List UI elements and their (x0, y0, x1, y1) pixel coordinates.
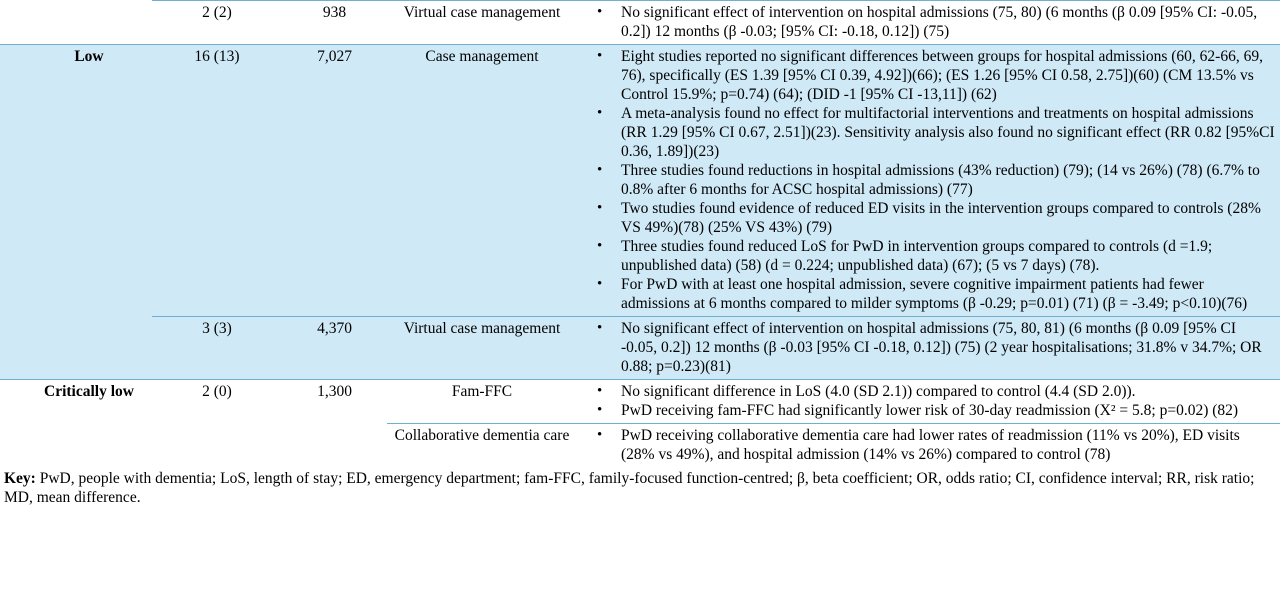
table-row: 3 (3) 4,370 Virtual case management No s… (0, 316, 1280, 380)
evidence-table: 2 (2) 938 Virtual case management No sig… (0, 0, 1280, 467)
intervention-cell: Case management (387, 44, 577, 317)
studies-cell: 16 (13) (152, 44, 282, 317)
findings-cell: No significant effect of intervention on… (577, 0, 1280, 45)
participants-cell (282, 424, 387, 468)
findings-list: PwD receiving collaborative dementia car… (581, 426, 1276, 464)
intervention-cell: Fam-FFC (387, 379, 577, 424)
findings-list: No significant difference in LoS (4.0 (S… (581, 382, 1276, 420)
studies-cell: 2 (0) (152, 379, 282, 424)
finding-item: Three studies found reductions in hospit… (581, 161, 1276, 199)
studies-cell: 3 (3) (152, 316, 282, 380)
finding-item: Two studies found evidence of reduced ED… (581, 199, 1276, 237)
key-label: Key: (4, 470, 36, 487)
finding-item: No significant effect of intervention on… (581, 3, 1276, 41)
intervention-cell: Virtual case management (387, 0, 577, 45)
studies-cell: 2 (2) (152, 0, 282, 45)
certainty-cell: Critically low (0, 379, 152, 424)
findings-list: Eight studies reported no significant di… (581, 47, 1276, 313)
finding-item: For PwD with at least one hospital admis… (581, 275, 1276, 313)
finding-item: PwD receiving collaborative dementia car… (581, 426, 1276, 464)
participants-cell: 938 (282, 0, 387, 45)
table-row: Collaborative dementia care PwD receivin… (0, 423, 1280, 468)
intervention-cell: Virtual case management (387, 316, 577, 380)
participants-cell: 1,300 (282, 379, 387, 424)
intervention-cell: Collaborative dementia care (387, 423, 577, 467)
studies-cell (152, 424, 282, 468)
findings-cell: Eight studies reported no significant di… (577, 44, 1280, 317)
finding-item: PwD receiving fam-FFC had significantly … (581, 401, 1276, 420)
certainty-cell (0, 1, 152, 45)
table-row: Critically low 2 (0) 1,300 Fam-FFC No si… (0, 379, 1280, 424)
finding-item: No significant difference in LoS (4.0 (S… (581, 382, 1276, 401)
table-row: 2 (2) 938 Virtual case management No sig… (0, 0, 1280, 45)
table-key: Key: PwD, people with dementia; LoS, len… (4, 469, 1274, 507)
findings-list: No significant effect of intervention on… (581, 3, 1276, 41)
findings-cell: No significant effect of intervention on… (577, 316, 1280, 380)
participants-cell: 7,027 (282, 44, 387, 317)
findings-cell: PwD receiving collaborative dementia car… (577, 423, 1280, 467)
key-text: PwD, people with dementia; LoS, length o… (4, 470, 1255, 506)
certainty-cell (0, 316, 152, 380)
finding-item: Eight studies reported no significant di… (581, 47, 1276, 104)
certainty-cell: Low (0, 44, 152, 317)
findings-cell: No significant difference in LoS (4.0 (S… (577, 379, 1280, 424)
findings-list: No significant effect of intervention on… (581, 319, 1276, 376)
finding-item: No significant effect of intervention on… (581, 319, 1276, 376)
table-row: Low 16 (13) 7,027 Case management Eight … (0, 44, 1280, 317)
certainty-cell (0, 423, 152, 467)
finding-item: Three studies found reduced LoS for PwD … (581, 237, 1276, 275)
finding-item: A meta-analysis found no effect for mult… (581, 104, 1276, 161)
participants-cell: 4,370 (282, 316, 387, 380)
